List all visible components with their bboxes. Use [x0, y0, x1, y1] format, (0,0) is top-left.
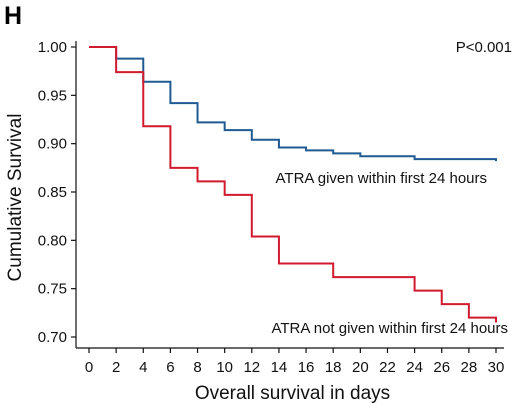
x-tick-label: 0 — [85, 359, 93, 376]
series-line-0 — [89, 46, 497, 162]
ticks: 0.700.750.800.850.900.951.000 2 4 6 8 10 12 14 1… — [38, 39, 505, 376]
x-tick-label: 24 — [406, 359, 423, 376]
y-axis-title-group: Cumulative Survival — [5, 114, 26, 282]
p-value-annotation: P<0.001 — [456, 39, 512, 56]
y-tick-label: 0.85 — [38, 184, 67, 201]
series-label-atra-not-given: ATRA not given within first 24 hours — [272, 320, 509, 337]
series-line-1 — [89, 46, 497, 323]
series-group — [89, 46, 497, 323]
x-axis-title: Overall survival in days — [195, 383, 390, 404]
axes — [75, 41, 504, 349]
x-tick-label: 20 — [352, 359, 369, 376]
series-label-atra-given: ATRA given within first 24 hours — [276, 170, 487, 187]
x-tick-label: 2 — [112, 359, 120, 376]
y-tick-label: 0.95 — [38, 87, 67, 104]
x-tick-label: 26 — [433, 359, 450, 376]
x-tick-label: 28 — [461, 359, 478, 376]
x-tick-label: 14 — [271, 359, 288, 376]
panel-letter: H — [4, 2, 22, 30]
x-tick-label: 10 — [216, 359, 233, 376]
y-tick-label: 0.75 — [38, 281, 67, 298]
x-tick-label: 22 — [379, 359, 396, 376]
x-tick-label: 6 — [166, 359, 174, 376]
x-tick-label: 4 — [139, 359, 147, 376]
x-tick-label: 30 — [488, 359, 505, 376]
x-tick-label: 12 — [243, 359, 260, 376]
y-tick-label: 0.70 — [38, 329, 67, 346]
x-tick-label: 8 — [193, 359, 201, 376]
x-tick-label: 16 — [298, 359, 315, 376]
y-tick-label: 0.80 — [38, 232, 67, 249]
y-tick-label: 1.00 — [38, 39, 67, 56]
y-axis-title: Cumulative Survival — [5, 114, 26, 282]
y-tick-label: 0.90 — [38, 136, 67, 153]
x-tick-label: 18 — [325, 359, 342, 376]
